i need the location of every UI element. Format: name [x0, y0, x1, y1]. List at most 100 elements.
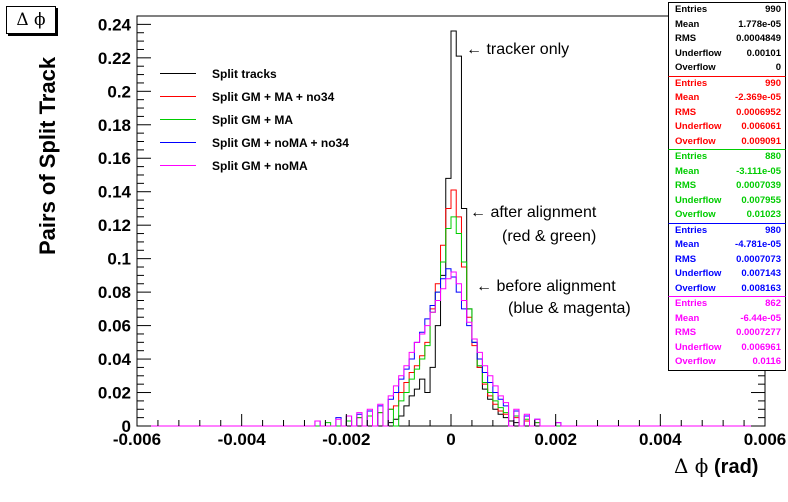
stats-key: RMS	[675, 180, 697, 192]
stats-row: Mean -6.44e-05	[669, 312, 785, 327]
x-tick-label: 0.004	[639, 430, 682, 449]
legend-label: Split GM + MA	[212, 112, 293, 127]
stats-value: 880	[765, 151, 781, 162]
x-axis-symbol: Δ ϕ	[674, 454, 709, 478]
stats-row: RMS 0.0007277	[669, 326, 785, 341]
plot-title: Δ ϕ	[6, 6, 56, 34]
stats-row: Overflow 0.01023	[669, 208, 785, 223]
annotation-before-alignment: ← before alignment	[476, 278, 616, 295]
y-tick-label: 0.24	[98, 15, 132, 34]
stats-value: -3.111e-05	[736, 165, 781, 177]
stats-row: RMS 0.0006952	[669, 106, 785, 121]
x-tick-label: -0.006	[113, 430, 161, 449]
x-tick-label: 0.002	[534, 430, 577, 449]
x-tick-label: 0.006	[744, 430, 787, 449]
stats-row: Entries 880	[669, 150, 785, 165]
legend-swatch	[160, 73, 196, 74]
stats-key: Overflow	[675, 356, 716, 368]
stats-key: Underflow	[675, 268, 722, 280]
x-tick-label: 0	[446, 430, 455, 449]
legend-item: Split GM + noMA	[160, 154, 349, 177]
axis-layer: 0 0.02 0.04 0.06 0.08 0.1 0.12 0.14 0.16 0.18 0.2 0…	[98, 15, 786, 449]
stats-key: Mean	[675, 239, 700, 251]
annotation-after-alignment-colors: (red & green)	[502, 228, 597, 245]
stats-row: Underflow 0.007143	[669, 267, 785, 282]
stats-key: RMS	[675, 327, 697, 339]
legend-swatch	[160, 96, 196, 97]
x-tick-label: -0.002	[322, 430, 370, 449]
stats-row: Overflow 0.009091	[669, 135, 785, 150]
y-axis-label: Pairs of Split Track	[35, 56, 60, 255]
stats-value: 0.00101	[746, 47, 781, 59]
stats-key: Entries	[675, 4, 708, 15]
y-tick-label: 0.06	[98, 317, 131, 336]
stats-row: RMS 0.0004849	[669, 32, 785, 47]
y-tick-label: 0.22	[98, 49, 131, 68]
stats-key: RMS	[675, 106, 697, 118]
stats-value: -4.781e-05	[735, 239, 781, 251]
stats-row: RMS 0.0007073	[669, 253, 785, 268]
stats-row: Mean -3.111e-05	[669, 165, 785, 180]
x-tick-label: -0.004	[218, 430, 267, 449]
x-axis-unit: (rad)	[714, 456, 759, 478]
stats-value: 862	[765, 298, 781, 309]
stats-box-4: Entries 862 Mean -6.44e-05 RMS 0.0007277 Under…	[668, 296, 786, 371]
stats-value: -2.369e-05	[735, 92, 781, 104]
stats-box-1: Entries 990 Mean -2.369e-05 RMS 0.0006952 Unde…	[668, 75, 786, 151]
stats-key: Overflow	[675, 62, 716, 74]
stats-value: 990	[765, 77, 781, 89]
legend-swatch	[160, 165, 196, 166]
stats-key: Overflow	[675, 209, 716, 221]
y-tick-label: 0.12	[98, 216, 131, 235]
stats-value: 0.0007277	[736, 327, 781, 339]
legend-label: Split GM + noMA	[212, 158, 308, 173]
legend: Split tracks Split GM + MA + no34 Split GM…	[160, 62, 349, 177]
annotation-tracker-only: ← tracker only	[466, 41, 570, 58]
stats-value: 0.006061	[741, 121, 781, 133]
stats-value: 0.007143	[741, 268, 781, 280]
stats-value: 0.006961	[741, 341, 781, 353]
stats-row: Mean -4.781e-05	[669, 238, 785, 253]
stats-row: Mean -2.369e-05	[669, 91, 785, 106]
legend-label: Split GM + MA + no34	[212, 89, 335, 104]
stats-box-2: Entries 880 Mean -3.111e-05 RMS 0.0007039 Unde…	[668, 149, 786, 224]
stats-value: 0.0007039	[736, 180, 781, 192]
histogram-series-4	[137, 271, 765, 427]
legend-item: Split GM + MA + no34	[160, 85, 349, 108]
stats-key: Underflow	[675, 194, 722, 206]
stats-row: Underflow 0.006961	[669, 341, 785, 356]
stats-value: 990	[765, 4, 781, 15]
stats-key: Overflow	[675, 135, 716, 147]
stats-row: Underflow 0.006061	[669, 120, 785, 135]
stats-key: Underflow	[675, 47, 722, 59]
stats-value: 0.007955	[741, 194, 781, 206]
stats-row: Mean 1.778e-05	[669, 18, 785, 33]
stats-value: 0.01023	[746, 209, 781, 221]
stats-value: 0.009091	[741, 135, 781, 147]
y-tick-label: 0.1	[107, 250, 131, 269]
stats-value: -6.44e-05	[740, 312, 781, 324]
stats-key: RMS	[675, 253, 697, 265]
y-tick-label: 0	[122, 417, 131, 436]
stats-row: Entries 980	[669, 224, 785, 239]
stats-key: Entries	[675, 224, 708, 236]
series-layer	[137, 30, 765, 427]
stats-value: 980	[765, 224, 781, 236]
legend-swatch	[160, 119, 196, 120]
stats-row: Overflow 0.0116	[669, 355, 785, 370]
stats-value: 1.778e-05	[738, 18, 781, 30]
y-tick-label: 0.02	[98, 384, 131, 403]
stats-key: Overflow	[675, 282, 716, 294]
stats-value: 0.0004849	[736, 33, 781, 45]
stats-row: Entries 862	[669, 297, 785, 312]
y-tick-label: 0.2	[107, 82, 131, 101]
legend-label: Split tracks	[212, 66, 277, 81]
stats-row: Entries 990	[669, 77, 785, 92]
annotation-before-alignment-colors: (blue & magenta)	[508, 300, 631, 317]
stats-key: Entries	[675, 77, 708, 89]
stats-key: Mean	[675, 18, 700, 30]
y-tick-label: 0.18	[98, 116, 131, 135]
annotation-after-alignment: ← after alignment	[470, 204, 597, 221]
stats-key: RMS	[675, 33, 697, 45]
